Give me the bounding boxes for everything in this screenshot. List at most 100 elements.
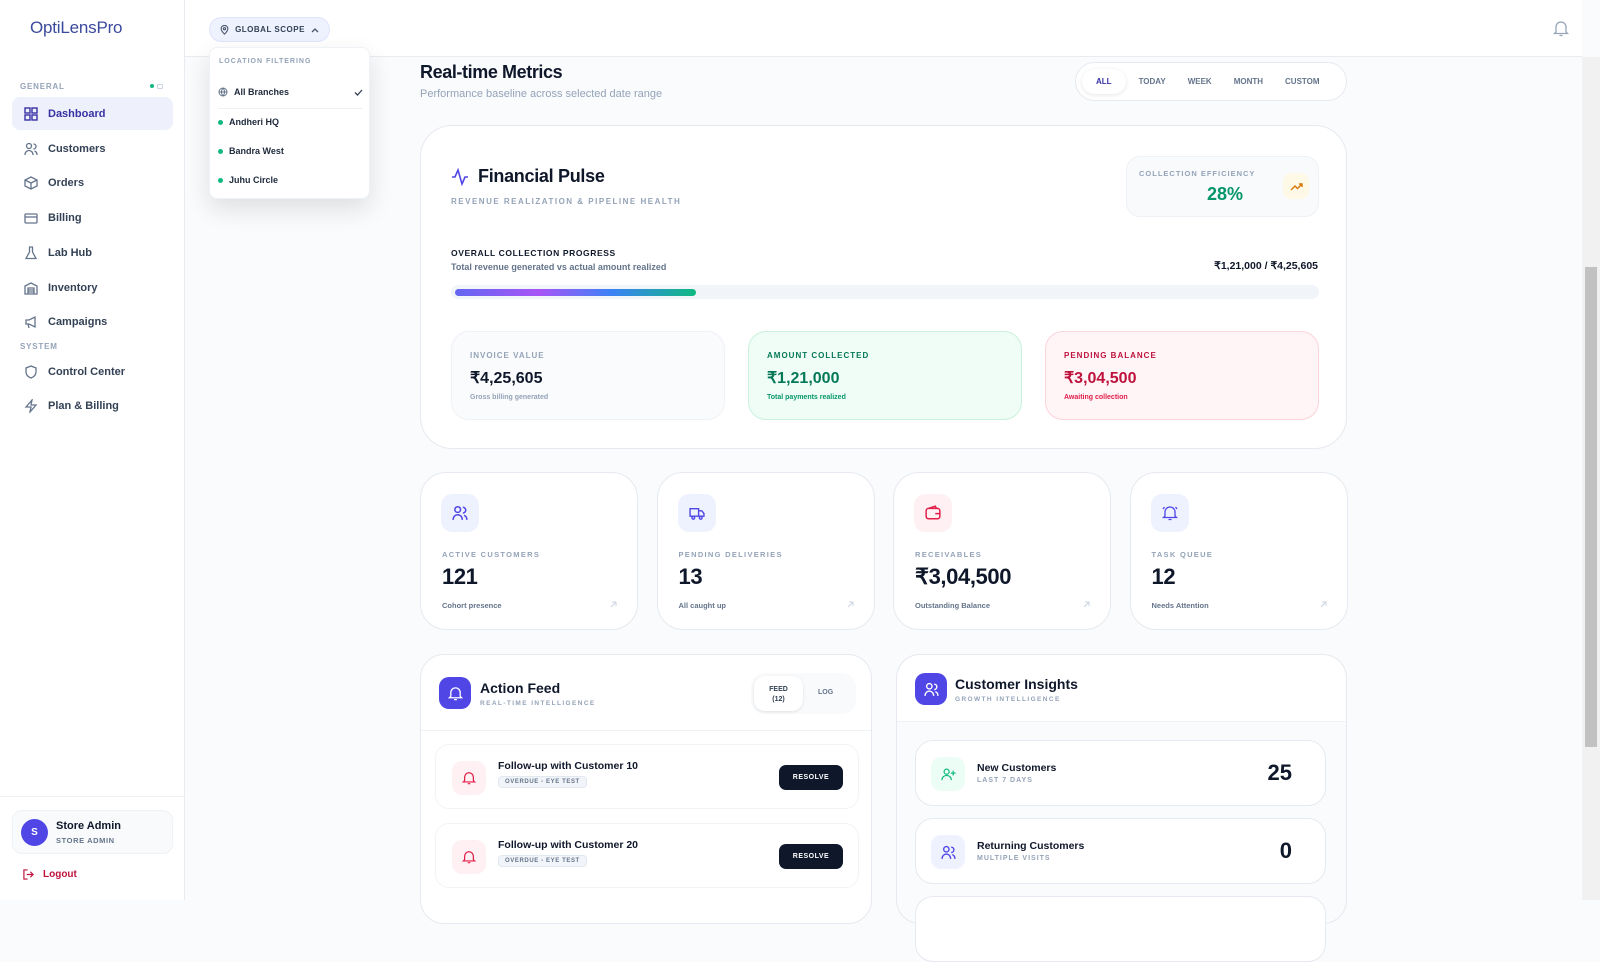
divider bbox=[421, 730, 871, 731]
resolve-button[interactable]: RESOLVE bbox=[779, 765, 843, 790]
page-title: Real-time Metrics bbox=[420, 62, 563, 82]
tile-value: ₹1,21,000 bbox=[767, 370, 840, 387]
stat-arrow bbox=[610, 601, 617, 608]
stat-note: All caught up bbox=[678, 601, 727, 610]
scrollbar bbox=[1582, 57, 1600, 900]
nav-label: Plan & Billing bbox=[48, 399, 119, 412]
nav-label: Control Center bbox=[48, 365, 125, 378]
progress-sub: Total revenue generated vs actual amount… bbox=[451, 262, 667, 272]
status-dot bbox=[150, 84, 154, 88]
customer-insights: Customer Insights GROWTH INTELLIGENCE Ne… bbox=[896, 654, 1347, 962]
scroll-thumb[interactable] bbox=[1585, 267, 1597, 747]
section-label: GENERAL bbox=[20, 82, 65, 91]
nav-item[interactable]: Orders bbox=[12, 166, 173, 199]
action-feed: Action Feed REAL-TIME INTELLIGENCE FEED … bbox=[420, 654, 872, 924]
user-role: STORE ADMIN bbox=[56, 836, 115, 845]
range-tab[interactable]: MONTH bbox=[1233, 77, 1264, 86]
feed-tab[interactable]: FEED (12) bbox=[754, 676, 803, 711]
financial-card: Financial Pulse REVENUE REALIZATION & PI… bbox=[420, 125, 1347, 449]
range-tab[interactable]: CUSTOM bbox=[1285, 77, 1320, 86]
nav-item[interactable]: Control Center bbox=[12, 355, 173, 388]
finance-tile: AMOUNT COLLECTED ₹1,21,000 Total payment… bbox=[748, 331, 1022, 420]
resolve-button[interactable]: RESOLVE bbox=[779, 844, 843, 869]
nav-item[interactable]: Plan & Billing bbox=[12, 389, 173, 422]
dropdown-option[interactable]: Andheri HQ bbox=[218, 117, 363, 127]
stat-value: 13 bbox=[678, 564, 703, 589]
stat-arrow bbox=[1320, 601, 1326, 608]
range-tab[interactable]: ALL bbox=[1082, 69, 1126, 94]
feed-tabs: FEED (12) LOG bbox=[751, 673, 856, 714]
divider bbox=[0, 796, 185, 797]
finance-tile: PENDING BALANCE ₹3,04,500 Awaiting colle… bbox=[1045, 331, 1319, 420]
progress-fill bbox=[455, 289, 696, 296]
stat-value: 121 bbox=[442, 564, 478, 589]
stat-label: ACTIVE CUSTOMERS bbox=[442, 550, 541, 559]
stat-label: PENDING DELIVERIES bbox=[678, 550, 783, 559]
stat-icon bbox=[1150, 494, 1189, 532]
dropdown-option[interactable]: Juhu Circle bbox=[218, 175, 363, 185]
item-title: Follow-up with Customer 10 bbox=[498, 760, 639, 772]
nav-item[interactable]: Lab Hub bbox=[12, 236, 173, 269]
stat-label: TASK QUEUE bbox=[1151, 550, 1214, 559]
feed-tab[interactable]: LOG bbox=[818, 689, 834, 696]
insight-sub: MULTIPLE VISITS bbox=[977, 855, 1051, 862]
insight-label: Returning Customers bbox=[977, 840, 1085, 852]
stat-icon bbox=[677, 494, 716, 532]
progress-track bbox=[451, 285, 1319, 299]
stat-icon bbox=[914, 494, 952, 532]
progress-label: OVERALL COLLECTION PROGRESS bbox=[451, 248, 616, 258]
stat-value: 12 bbox=[1151, 564, 1176, 589]
insights-icon bbox=[915, 673, 947, 705]
nav-label: Billing bbox=[48, 211, 82, 224]
item-tag: OVERDUE - EYE TEST bbox=[498, 855, 587, 867]
nav-item[interactable]: Customers bbox=[12, 132, 173, 165]
stat-arrow bbox=[1083, 601, 1090, 608]
nav-label: Dashboard bbox=[48, 107, 106, 120]
nav-item[interactable]: Campaigns bbox=[12, 305, 173, 338]
tile-label: AMOUNT COLLECTED bbox=[767, 351, 870, 360]
notification-bell[interactable] bbox=[1553, 20, 1569, 37]
range-tab[interactable]: TODAY bbox=[1138, 77, 1166, 86]
tile-note: Gross billing generated bbox=[470, 394, 549, 401]
efficiency-label: COLLECTION EFFICIENCY bbox=[1139, 169, 1256, 178]
stat-note: Needs Attention bbox=[1151, 601, 1209, 610]
insight-value: 25 bbox=[1267, 760, 1292, 785]
feed-subtitle: REAL-TIME INTELLIGENCE bbox=[480, 700, 596, 707]
avatar: S bbox=[21, 819, 48, 846]
insight-row: New Customers LAST 7 DAYS 25 bbox=[915, 740, 1326, 806]
feed-item: Follow-up with Customer 10 OVERDUE - EYE… bbox=[435, 744, 859, 809]
range-tab[interactable]: WEEK bbox=[1187, 77, 1212, 86]
pulse-icon bbox=[452, 168, 468, 186]
stat-value: ₹3,04,500 bbox=[915, 564, 1012, 589]
insight-row bbox=[915, 896, 1326, 962]
nav-label: Orders bbox=[48, 176, 85, 189]
finance-tile: INVOICE VALUE ₹4,25,605 Gross billing ge… bbox=[451, 331, 725, 420]
trend-icon bbox=[1283, 173, 1309, 199]
user-name: Store Admin bbox=[56, 820, 121, 832]
nav-item[interactable]: Billing bbox=[12, 201, 173, 234]
stat-card: TASK QUEUE 12 Needs Attention bbox=[1129, 472, 1348, 630]
insight-sub: LAST 7 DAYS bbox=[977, 777, 1033, 784]
tile-value: ₹3,04,500 bbox=[1064, 370, 1137, 387]
stat-note: Cohort presence bbox=[442, 601, 502, 610]
insights-title: Customer Insights bbox=[955, 676, 1078, 692]
nav-item[interactable]: Inventory bbox=[12, 271, 173, 304]
tile-value: ₹4,25,605 bbox=[470, 370, 543, 387]
option-label: Juhu Circle bbox=[229, 175, 279, 185]
logout[interactable]: Logout bbox=[23, 869, 77, 880]
nav-label: Customers bbox=[48, 142, 106, 155]
tile-note: Total payments realized bbox=[767, 394, 846, 401]
option-label: Bandra West bbox=[229, 146, 284, 156]
scope-label: GLOBAL SCOPE bbox=[235, 25, 305, 34]
scope-button[interactable]: GLOBAL SCOPE bbox=[209, 17, 330, 42]
insight-icon bbox=[931, 835, 965, 869]
sidebar: OptiLensPro GENERAL Dashboard Customers … bbox=[0, 0, 185, 900]
user-card[interactable]: S Store Admin STORE ADMIN bbox=[12, 810, 173, 854]
nav-item[interactable]: Dashboard bbox=[12, 97, 173, 130]
stat-label: RECEIVABLES bbox=[915, 550, 983, 559]
stat-card: PENDING DELIVERIES 13 All caught up bbox=[656, 472, 875, 630]
feed-icon bbox=[439, 677, 471, 709]
dropdown-option[interactable]: All Branches bbox=[218, 87, 363, 97]
dropdown-option[interactable]: Bandra West bbox=[218, 146, 363, 156]
